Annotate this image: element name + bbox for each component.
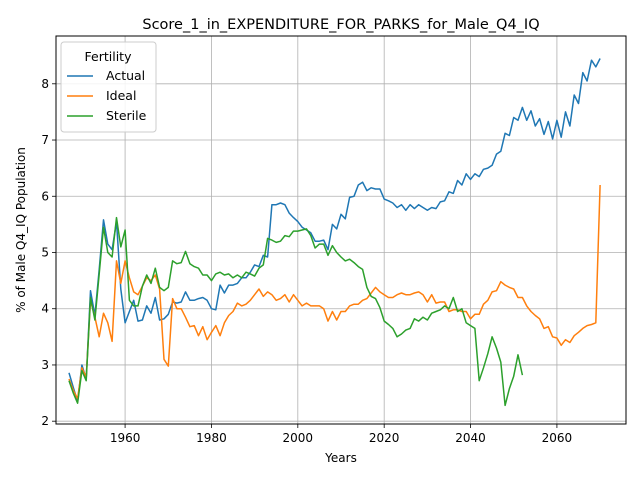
x-tick-label: 1980 [196,431,227,445]
legend: Fertility Actual Ideal Sterile [60,41,157,133]
y-tick-label: 6 [41,189,49,203]
y-axis-label: % of Male Q4_IQ Population [14,147,28,313]
y-tick-label: 4 [41,302,49,316]
series-line-sterile [68,216,524,407]
plot-frame [55,35,627,425]
x-tick-label: 2020 [369,431,400,445]
x-tick-label: 2040 [455,431,486,445]
x-axis-ticks: 1960 1980 2000 2020 2040 2060 [110,424,572,445]
y-tick-label: 8 [41,77,49,91]
y-axis-ticks: 2 3 4 5 6 7 8 [41,77,56,428]
chart-title: Score_1_in_EXPENDITURE_FOR_PARKS_for_Mal… [142,17,539,33]
series-line-actual [68,58,601,403]
x-tick-label: 2000 [283,431,314,445]
y-tick-label: 2 [41,414,49,428]
series-layer [68,58,601,407]
legend-label-actual: Actual [106,68,145,83]
y-tick-label: 7 [41,133,49,147]
x-tick-label: 2060 [542,431,573,445]
y-tick-label: 5 [41,245,49,259]
legend-label-sterile: Sterile [106,108,147,123]
series-line-ideal [68,184,601,400]
legend-label-ideal: Ideal [106,88,136,103]
legend-box [60,41,157,133]
x-tick-label: 1960 [110,431,141,445]
grid [56,36,626,424]
legend-title: Fertility [85,49,133,64]
y-tick-label: 3 [41,358,49,372]
x-axis-label: Years [324,451,357,465]
